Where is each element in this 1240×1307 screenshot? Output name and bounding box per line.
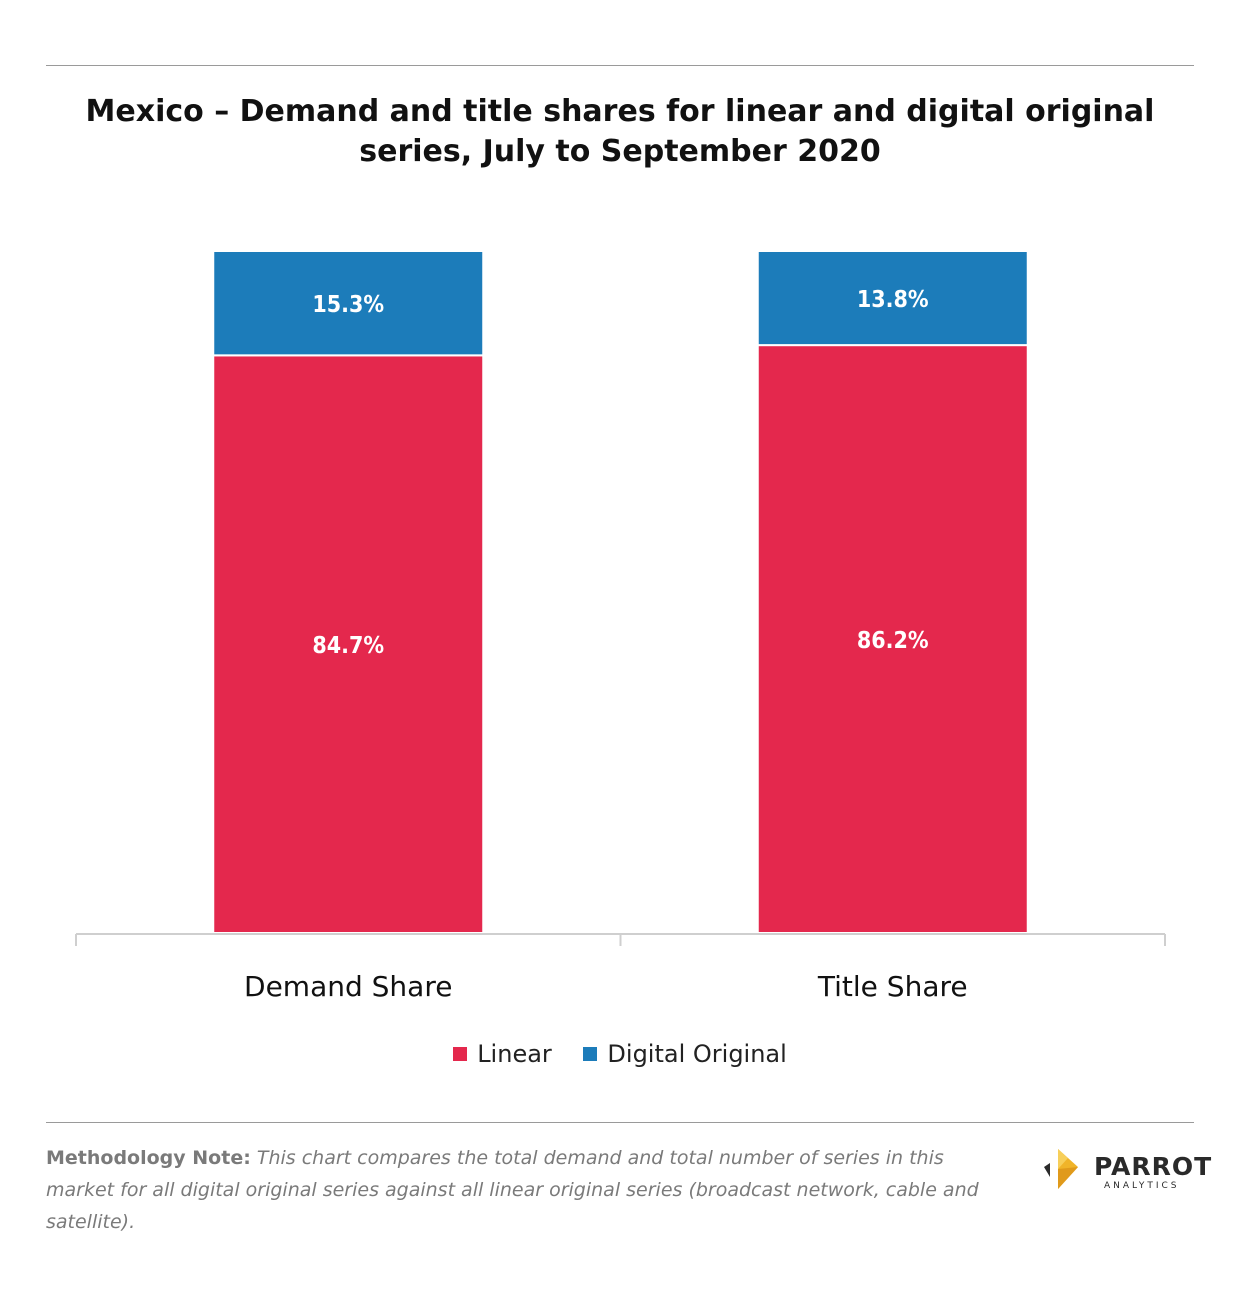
legend-label-digital-original: Digital Original — [607, 1040, 787, 1068]
logo-wordmark: PARROT — [1094, 1152, 1213, 1181]
methodology-label: Methodology Note: — [46, 1147, 251, 1169]
methodology-text: This chart compares the total demand and… — [46, 1147, 979, 1233]
top-divider — [46, 65, 1194, 66]
x-tick-label-demand-share: Demand Share — [244, 970, 452, 1003]
chart-plot: 84.7% 15.3% 86.2% 13.8% Demand Share Title S… — [75, 250, 1166, 1003]
legend-label-linear: Linear — [477, 1040, 552, 1068]
legend: Linear Digital Original — [0, 1038, 1240, 1069]
legend-item-linear: Linear — [453, 1039, 552, 1069]
legend-swatch-digital-original — [583, 1047, 598, 1061]
parrot-logo-icon — [1044, 1149, 1078, 1189]
methodology-note: Methodology Note: This chart compares th… — [46, 1142, 986, 1238]
bar-linear-demand-share — [212, 354, 485, 934]
logo-subtitle: ANALYTICS — [1104, 1181, 1180, 1191]
bottom-divider — [46, 1122, 1194, 1123]
bar-linear-title-share — [756, 344, 1029, 934]
chart-title: Mexico – Demand and title shares for lin… — [85, 94, 1155, 169]
data-label-linear-title-share: 86.2% — [857, 628, 929, 654]
data-label-linear-demand-share: 84.7% — [312, 633, 384, 659]
legend-item-digital-original: Digital Original — [583, 1039, 787, 1069]
legend-swatch-linear — [453, 1047, 468, 1061]
data-label-digital-original-title-share: 13.8% — [857, 287, 929, 313]
parrot-analytics-logo: PARROT ANALYTICS — [1040, 1145, 1211, 1201]
bar-digital-original-title-share — [756, 250, 1029, 347]
data-label-digital-original-demand-share: 15.3% — [312, 292, 384, 318]
x-tick-label-title-share: Title Share — [817, 970, 968, 1003]
bar-digital-original-demand-share — [212, 250, 485, 357]
